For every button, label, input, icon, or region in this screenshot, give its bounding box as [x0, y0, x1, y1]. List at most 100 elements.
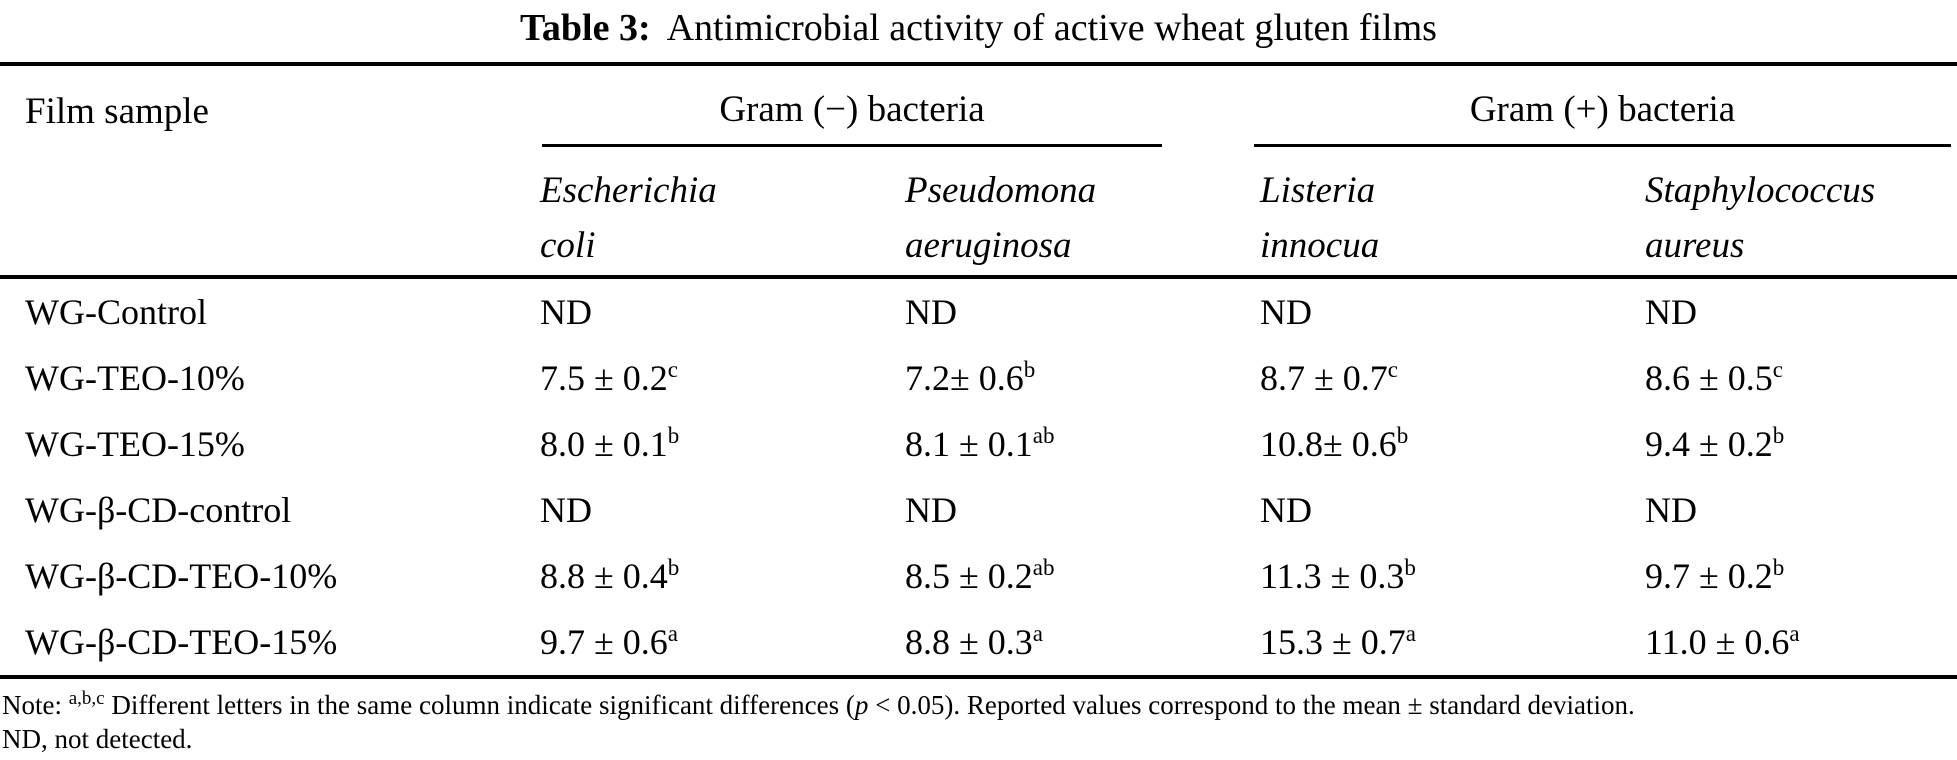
cell-value: 8.1 ± 0.1	[905, 424, 1033, 464]
cell-superscript: b	[1772, 555, 1785, 580]
data-cell: ND	[540, 489, 905, 531]
cell-value: 9.7 ± 0.2	[1645, 556, 1773, 596]
cell-value: 11.3 ± 0.3	[1260, 556, 1405, 596]
species-name-line: innocua	[1260, 225, 1380, 266]
cell-value: 9.4 ± 0.2	[1645, 424, 1773, 464]
table-row: WG-Control ND ND ND ND	[0, 279, 1957, 345]
cell-value: 8.0 ± 0.1	[540, 424, 668, 464]
table-title: Table 3: Antimicrobial activity of active…	[0, 0, 1957, 62]
data-cell: 8.5 ± 0.2ab	[905, 555, 1260, 597]
footnote-prefix: Note:	[2, 690, 69, 720]
group-header-row: Film sample Gram (−) bacteria Gram (+) b…	[0, 66, 1957, 147]
cell-superscript: a	[1405, 621, 1416, 646]
cell-value: 9.7 ± 0.6	[540, 622, 668, 662]
data-cell: 7.2± 0.6b	[905, 357, 1260, 399]
data-cell: ND	[1645, 291, 1957, 333]
cell-superscript: ab	[1032, 555, 1055, 580]
cell-value: ND	[905, 292, 957, 332]
species-name-line: Pseudomona	[905, 170, 1097, 211]
data-cell: 9.7 ± 0.6a	[540, 621, 905, 663]
species-name-line: coli	[540, 225, 596, 266]
table-body: WG-Control ND ND ND ND WG-TEO-10% 7.5 ± …	[0, 279, 1957, 679]
cell-superscript: b	[1404, 555, 1416, 580]
group-header-gram-positive-label: Gram (+) bacteria	[1254, 66, 1951, 147]
group-header-gram-negative-label: Gram (−) bacteria	[542, 66, 1162, 147]
table-row: WG-TEO-15% 8.0 ± 0.1b 8.1 ± 0.1ab 10.8± …	[0, 411, 1957, 477]
cell-value: ND	[1645, 490, 1697, 530]
table-row: WG-β-CD-control ND ND ND ND	[0, 477, 1957, 543]
cell-superscript: b	[1396, 423, 1409, 448]
table-row: WG-β-CD-TEO-10% 8.8 ± 0.4b 8.5 ± 0.2ab 1…	[0, 543, 1957, 609]
data-cell: ND	[905, 291, 1260, 333]
row-label: WG-β-CD-control	[25, 490, 292, 530]
cell-superscript: c	[1387, 357, 1398, 382]
cell-superscript: a	[1032, 621, 1043, 646]
cell-value: 15.3 ± 0.7	[1260, 622, 1406, 662]
cell-superscript: c	[1772, 357, 1783, 382]
cell-superscript: b	[667, 555, 680, 580]
cell-value: ND	[540, 292, 592, 332]
cell-value: ND	[1645, 292, 1697, 332]
column-header-listeria-innocua: Listeria innocua	[1260, 163, 1645, 275]
data-cell: ND	[1260, 489, 1645, 531]
species-header-spacer	[0, 163, 540, 275]
cell-value: ND	[905, 490, 957, 530]
cell-value: 11.0 ± 0.6	[1645, 622, 1790, 662]
data-cell: 8.7 ± 0.7c	[1260, 357, 1645, 399]
species-name-line: Escherichia	[540, 170, 717, 211]
cell-value: 8.8 ± 0.3	[905, 622, 1033, 662]
footnote-p-value: p	[854, 690, 869, 720]
cell-superscript: a	[1789, 621, 1800, 646]
data-cell: 8.0 ± 0.1b	[540, 423, 905, 465]
data-cell: 8.6 ± 0.5c	[1645, 357, 1957, 399]
column-header-staphylococcus-aureus: Staphylococcus aureus	[1645, 163, 1957, 275]
species-header-row: Escherichia coli Pseudomona aeruginosa L…	[0, 147, 1957, 275]
data-cell: 9.7 ± 0.2b	[1645, 555, 1957, 597]
cell-value: ND	[1260, 490, 1312, 530]
cell-superscript: b	[1023, 357, 1036, 382]
column-header-escherichia-coli: Escherichia coli	[540, 163, 905, 275]
cell-superscript: c	[667, 357, 678, 382]
data-cell: 11.0 ± 0.6a	[1645, 621, 1957, 663]
species-name-line: aeruginosa	[905, 225, 1072, 266]
footnote-text-1: Different letters in the same column ind…	[104, 690, 855, 720]
species-name-line: aureus	[1645, 225, 1745, 266]
data-cell: ND	[540, 291, 905, 333]
data-cell: 8.1 ± 0.1ab	[905, 423, 1260, 465]
cell-superscript: b	[1772, 423, 1785, 448]
data-cell: 11.3 ± 0.3b	[1260, 555, 1645, 597]
data-cell: ND	[1260, 291, 1645, 333]
footnote-text-2: < 0.05). Reported values correspond to t…	[868, 690, 1635, 720]
column-header-film-sample: Film sample	[25, 91, 209, 132]
table-row: WG-β-CD-TEO-15% 9.7 ± 0.6a 8.8 ± 0.3a 15…	[0, 609, 1957, 675]
row-label: WG-Control	[25, 292, 207, 332]
footnote-line-1: Note: a,b,c Different letters in the sam…	[2, 688, 1957, 722]
data-cell: 15.3 ± 0.7a	[1260, 621, 1645, 663]
data-cell: 7.5 ± 0.2c	[540, 357, 905, 399]
cell-superscript: ab	[1032, 423, 1055, 448]
cell-value: 7.5 ± 0.2	[540, 358, 668, 398]
cell-value: 8.7 ± 0.7	[1260, 358, 1388, 398]
row-label: WG-β-CD-TEO-10%	[25, 556, 338, 596]
group-header-gram-positive: Gram (+) bacteria	[1254, 66, 1957, 147]
cell-superscript: b	[667, 423, 680, 448]
cell-value: 8.6 ± 0.5	[1645, 358, 1773, 398]
column-header-pseudomona-aeruginosa: Pseudomona aeruginosa	[905, 163, 1260, 275]
cell-value: 8.5 ± 0.2	[905, 556, 1033, 596]
cell-value: 10.8± 0.6	[1260, 424, 1397, 464]
table-title-label: Table 3:	[520, 7, 651, 49]
data-cell: ND	[905, 489, 1260, 531]
cell-superscript: a	[667, 621, 678, 646]
data-cell: 9.4 ± 0.2b	[1645, 423, 1957, 465]
cell-value: ND	[1260, 292, 1312, 332]
cell-value: ND	[540, 490, 592, 530]
table-header: Film sample Gram (−) bacteria Gram (+) b…	[0, 62, 1957, 279]
cell-value: 8.8 ± 0.4	[540, 556, 668, 596]
table-row: WG-TEO-10% 7.5 ± 0.2c 7.2± 0.6b 8.7 ± 0.…	[0, 345, 1957, 411]
cell-value: 7.2± 0.6	[905, 358, 1024, 398]
data-cell: 10.8± 0.6b	[1260, 423, 1645, 465]
data-cell: 8.8 ± 0.3a	[905, 621, 1260, 663]
species-name-line: Listeria	[1260, 170, 1376, 211]
footnote-line-2: ND, not detected.	[2, 724, 193, 754]
